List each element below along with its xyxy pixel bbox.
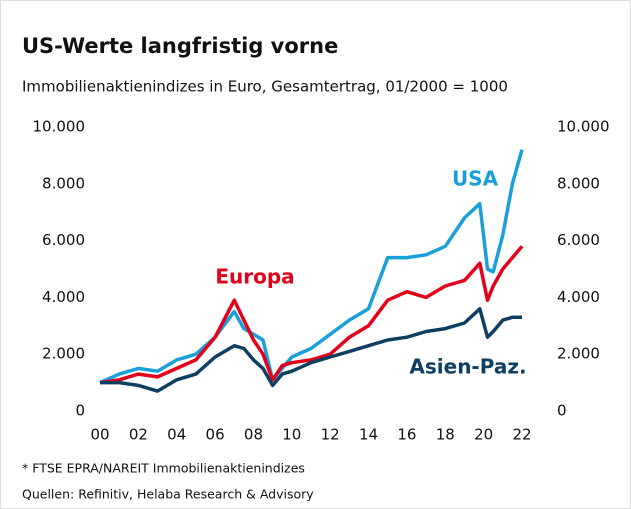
- x-tick-label: 18: [436, 426, 455, 444]
- x-tick-label: 10: [282, 426, 301, 444]
- y2-tick-label: 8.000: [557, 174, 600, 192]
- x-tick-label: 04: [167, 426, 186, 444]
- y-tick-label: 6.000: [42, 231, 85, 249]
- series-line: [100, 307, 522, 393]
- series-label: Asien-Paz.: [409, 355, 526, 379]
- y-tick-label: 0: [75, 402, 85, 420]
- x-tick-label: 16: [397, 426, 416, 444]
- x-tick-label: 14: [359, 426, 378, 444]
- y2-tick-label: 4.000: [557, 288, 600, 306]
- series-label: Europa: [215, 265, 294, 289]
- series-line: [99, 245, 524, 385]
- x-tick-label: 12: [321, 426, 340, 444]
- y2-tick-label: 0: [557, 402, 567, 420]
- y2-tick-label: 2.000: [557, 345, 600, 363]
- x-tick-label: 02: [129, 426, 148, 444]
- x-tick-label: 20: [474, 426, 493, 444]
- y2-tick-label: 6.000: [557, 231, 600, 249]
- footnote: * FTSE EPRA/NAREIT Immobilienaktienindiz…: [22, 461, 305, 476]
- y-tick-label: 8.000: [42, 174, 85, 192]
- y2-tick-label: 10.000: [557, 118, 610, 136]
- y-tick-label: 10.000: [33, 118, 86, 136]
- chart-subtitle: Immobilienaktienindizes in Euro, Gesamte…: [22, 78, 508, 96]
- y-tick-label: 4.000: [42, 288, 85, 306]
- x-tick-label: 00: [90, 426, 109, 444]
- x-tick-label: 22: [512, 426, 531, 444]
- chart-title: US-Werte langfristig vorne: [22, 34, 338, 58]
- x-tick-label: 08: [244, 426, 263, 444]
- y-tick-label: 2.000: [42, 345, 85, 363]
- series-label: USA: [452, 167, 499, 191]
- series-line: [99, 149, 524, 385]
- x-tick-label: 06: [206, 426, 225, 444]
- source: Quellen: Refinitiv, Helaba Research & Ad…: [22, 487, 314, 502]
